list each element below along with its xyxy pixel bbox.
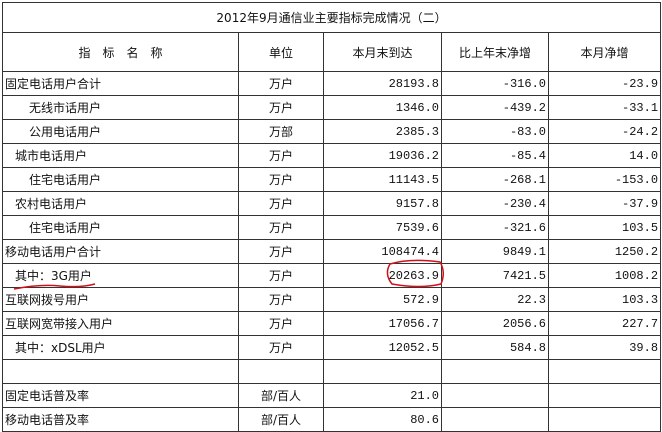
row-ytd-increase: 584.8 <box>441 335 549 360</box>
row-ytd-increase: 22.3 <box>441 287 549 312</box>
row-current: 20263.9 <box>323 263 442 288</box>
table-row: 移动电话用户合计 万户 108474.4 9849.1 1250.2 <box>2 239 662 264</box>
row-ytd-increase <box>441 359 549 384</box>
row-unit: 部/百人 <box>238 383 324 408</box>
row-ytd-increase <box>441 383 549 408</box>
table-row: 互联网宽带接入用户 万户 17056.7 2056.6 227.7 <box>2 311 662 336</box>
table-row: 固定电话用户合计 万户 28193.8 -316.0 -23.9 <box>2 71 662 96</box>
table-title: 2012年9月通信业主要指标完成情况（二） <box>1 2 662 33</box>
row-current: 108474.4 <box>323 239 442 264</box>
row-current: 9157.8 <box>323 191 442 216</box>
row-name: 城市电话用户 <box>2 143 239 168</box>
row-current: 19036.2 <box>323 143 442 168</box>
row-name: 移动电话用户合计 <box>2 239 239 264</box>
row-month-increase: -23.9 <box>547 71 662 96</box>
row-current: 2385.3 <box>323 119 442 144</box>
row-ytd-increase: -268.1 <box>441 167 549 192</box>
row-current: 21.0 <box>323 383 442 408</box>
header-unit: 单位 <box>238 32 324 72</box>
row-unit <box>238 359 324 384</box>
row-unit: 万户 <box>238 143 324 168</box>
row-month-increase <box>547 407 662 432</box>
row-current <box>323 359 442 384</box>
row-ytd-increase: 2056.6 <box>441 311 549 336</box>
row-current: 17056.7 <box>323 311 442 336</box>
table-row: 其中：3G用户 万户 20263.9 7421.5 1008.2 <box>2 263 662 288</box>
row-name: 住宅电话用户 <box>2 167 239 192</box>
row-name: 公用电话用户 <box>2 119 239 144</box>
row-month-increase: 103.3 <box>547 287 662 312</box>
row-month-increase: 14.0 <box>547 143 662 168</box>
row-unit: 万户 <box>238 311 324 336</box>
row-name: 固定电话普及率 <box>2 383 239 408</box>
row-ytd-increase: -85.4 <box>441 143 549 168</box>
table-row: 住宅电话用户 万户 7539.6 -321.6 103.5 <box>2 215 662 240</box>
row-ytd-increase: -316.0 <box>441 71 549 96</box>
row-month-increase: 103.5 <box>547 215 662 240</box>
row-current: 80.6 <box>323 407 442 432</box>
table-row <box>2 359 662 384</box>
row-name: 固定电话用户合计 <box>2 71 239 96</box>
row-name: 住宅电话用户 <box>2 215 239 240</box>
row-month-increase: -37.9 <box>547 191 662 216</box>
table-row: 固定电话普及率 部/百人 21.0 <box>2 383 662 408</box>
row-ytd-increase <box>441 407 549 432</box>
row-current: 11143.5 <box>323 167 442 192</box>
row-unit: 万户 <box>238 335 324 360</box>
row-unit: 万户 <box>238 239 324 264</box>
header-ytd-increase: 比上年末净增 <box>441 32 549 72</box>
row-month-increase: 1008.2 <box>547 263 662 288</box>
row-month-increase: 227.7 <box>547 311 662 336</box>
row-current: 7539.6 <box>323 215 442 240</box>
row-unit: 部/百人 <box>238 407 324 432</box>
row-name: 互联网拨号用户 <box>2 287 239 312</box>
row-name: 其中：3G用户 <box>2 263 239 288</box>
row-unit: 万户 <box>238 263 324 288</box>
row-name: 农村电话用户 <box>2 191 239 216</box>
row-ytd-increase: -230.4 <box>441 191 549 216</box>
row-unit: 万户 <box>238 95 324 120</box>
row-month-increase <box>547 359 662 384</box>
row-current: 12052.5 <box>323 335 442 360</box>
row-month-increase: -33.1 <box>547 95 662 120</box>
row-month-increase: 39.8 <box>547 335 662 360</box>
table-row: 公用电话用户 万部 2385.3 -83.0 -24.2 <box>2 119 662 144</box>
row-unit: 万户 <box>238 71 324 96</box>
row-month-increase <box>547 383 662 408</box>
row-ytd-increase: -439.2 <box>441 95 549 120</box>
row-name: 移动电话普及率 <box>2 407 239 432</box>
table-row: 其中：xDSL用户 万户 12052.5 584.8 39.8 <box>2 335 662 360</box>
row-current: 28193.8 <box>323 71 442 96</box>
row-current: 1346.0 <box>323 95 442 120</box>
row-name: 互联网宽带接入用户 <box>2 311 239 336</box>
table-row: 城市电话用户 万户 19036.2 -85.4 14.0 <box>2 143 662 168</box>
row-unit: 万户 <box>238 215 324 240</box>
row-unit: 万户 <box>238 191 324 216</box>
table-row: 无线市话用户 万户 1346.0 -439.2 -33.1 <box>2 95 662 120</box>
table-row: 农村电话用户 万户 9157.8 -230.4 -37.9 <box>2 191 662 216</box>
row-ytd-increase: -83.0 <box>441 119 549 144</box>
row-month-increase: -153.0 <box>547 167 662 192</box>
row-unit: 万户 <box>238 287 324 312</box>
row-current: 572.9 <box>323 287 442 312</box>
row-month-increase: 1250.2 <box>547 239 662 264</box>
table-row: 住宅电话用户 万户 11143.5 -268.1 -153.0 <box>2 167 662 192</box>
row-unit: 万户 <box>238 167 324 192</box>
header-month-increase: 本月净增 <box>547 32 662 72</box>
table-row: 互联网拨号用户 万户 572.9 22.3 103.3 <box>2 287 662 312</box>
row-unit: 万部 <box>238 119 324 144</box>
row-name: 其中：xDSL用户 <box>2 335 239 360</box>
header-current: 本月末到达 <box>323 32 442 72</box>
row-month-increase: -24.2 <box>547 119 662 144</box>
row-name: 无线市话用户 <box>2 95 239 120</box>
header-indicator-name: 指 标 名 称 <box>2 32 239 72</box>
row-ytd-increase: 7421.5 <box>441 263 549 288</box>
row-ytd-increase: -321.6 <box>441 215 549 240</box>
table-row: 移动电话普及率 部/百人 80.6 <box>2 407 662 432</box>
row-ytd-increase: 9849.1 <box>441 239 549 264</box>
row-name <box>2 359 239 384</box>
